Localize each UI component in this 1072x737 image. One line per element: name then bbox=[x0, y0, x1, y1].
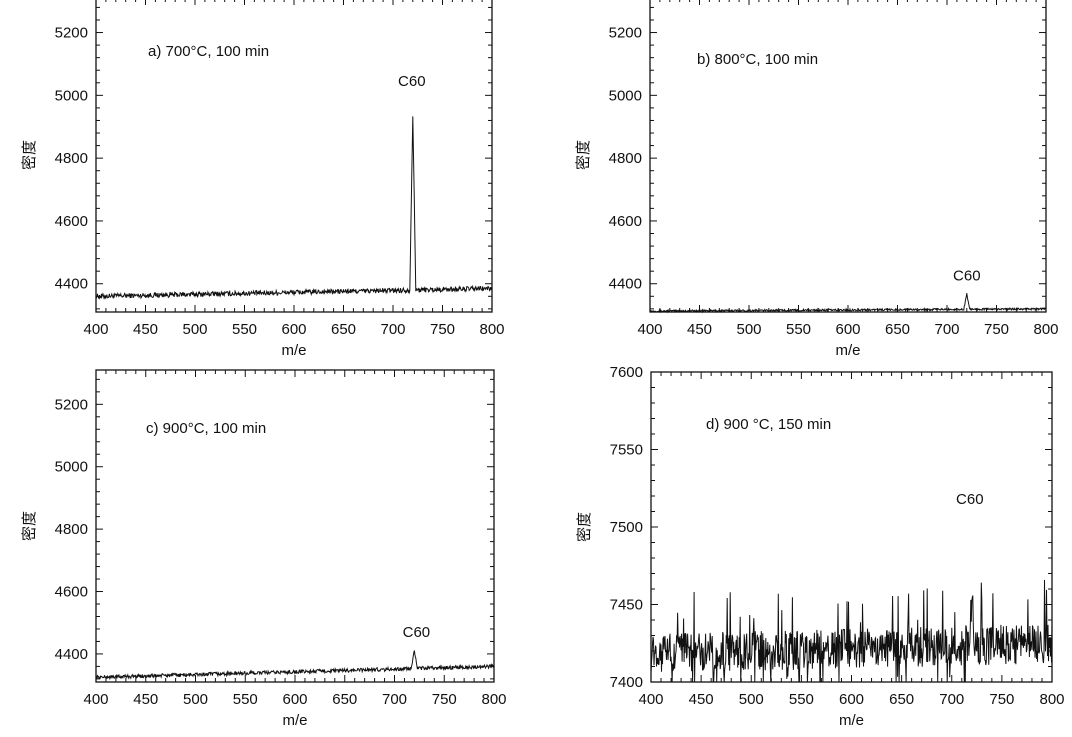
x-tick-label: 650 bbox=[889, 691, 914, 708]
spectrum-series-line bbox=[650, 579, 1053, 683]
x-tick-label: 450 bbox=[133, 691, 158, 708]
y-tick-label: 7550 bbox=[610, 442, 643, 459]
x-tick-label: 550 bbox=[786, 321, 811, 338]
x-tick-label: 550 bbox=[233, 691, 258, 708]
y-tick-label: 5000 bbox=[609, 87, 642, 104]
y-axis-label: 密度 bbox=[575, 140, 592, 170]
spectrum-series-line bbox=[649, 293, 1047, 314]
panel-title: a) 700°C, 100 min bbox=[148, 43, 269, 60]
x-tick-label: 500 bbox=[182, 321, 207, 338]
x-tick-label: 450 bbox=[687, 321, 712, 338]
x-tick-label: 400 bbox=[637, 321, 662, 338]
x-tick-label: 450 bbox=[689, 691, 714, 708]
peak-annotation-c60: C60 bbox=[953, 268, 981, 285]
y-tick-label: 4400 bbox=[55, 276, 88, 293]
y-tick-label: 4400 bbox=[609, 276, 642, 293]
x-tick-label: 450 bbox=[133, 321, 158, 338]
y-tick-label: 4800 bbox=[55, 150, 88, 167]
x-tick-label: 550 bbox=[789, 691, 814, 708]
chart-panel-3: 400 450 500 550 600 650 700 750 800 4400 4600 4800 5… bbox=[21, 369, 507, 729]
y-tick-label: 7600 bbox=[610, 364, 643, 381]
y-tick-label: 4600 bbox=[55, 584, 88, 601]
chart-panel-4: 400 450 500 550 600 650 700 750 800 7400 7450 7500 7… bbox=[576, 364, 1065, 729]
x-tick-label: 700 bbox=[382, 691, 407, 708]
panel-title: d) 900 °C, 150 min bbox=[706, 416, 831, 433]
x-tick-label: 600 bbox=[835, 321, 860, 338]
x-axis-label: m/e bbox=[839, 712, 864, 729]
x-axis-label: m/e bbox=[282, 712, 307, 729]
x-tick-label: 750 bbox=[984, 321, 1009, 338]
x-tick-label: 600 bbox=[282, 691, 307, 708]
chart-panel-1: 400 450 500 550 600 650 700 750 800 4400 4600 4800 5… bbox=[21, 0, 505, 359]
y-tick-label: 5000 bbox=[55, 87, 88, 104]
y-tick-label: 5200 bbox=[55, 25, 88, 42]
x-axis-label: m/e bbox=[281, 342, 306, 359]
y-tick-label: 7400 bbox=[610, 674, 643, 691]
peak-annotation-c60: C60 bbox=[398, 73, 426, 90]
y-tick-label: 4600 bbox=[609, 213, 642, 230]
y-tick-label: 4600 bbox=[55, 213, 88, 230]
x-tick-label: 650 bbox=[331, 321, 356, 338]
x-tick-label: 650 bbox=[332, 691, 357, 708]
y-tick-label: 5000 bbox=[55, 459, 88, 476]
panel-title: b) 800°C, 100 min bbox=[697, 51, 818, 68]
x-axis-label: m/e bbox=[835, 342, 860, 359]
y-axis-label: 密度 bbox=[576, 512, 593, 542]
y-tick-label: 7500 bbox=[610, 519, 643, 536]
x-tick-label: 750 bbox=[432, 691, 457, 708]
x-tick-label: 600 bbox=[281, 321, 306, 338]
x-tick-label: 400 bbox=[638, 691, 663, 708]
x-tick-label: 400 bbox=[83, 691, 108, 708]
panel-title: c) 900°C, 100 min bbox=[146, 420, 266, 437]
spectrum-series-line bbox=[95, 650, 495, 681]
x-tick-label: 800 bbox=[1033, 321, 1058, 338]
x-tick-label: 800 bbox=[1039, 691, 1064, 708]
y-tick-label: 4800 bbox=[55, 521, 88, 538]
x-tick-label: 800 bbox=[479, 321, 504, 338]
y-axis-label: 密度 bbox=[21, 140, 38, 170]
x-tick-label: 650 bbox=[885, 321, 910, 338]
y-tick-label: 7450 bbox=[610, 597, 643, 614]
x-tick-label: 800 bbox=[481, 691, 506, 708]
x-tick-label: 550 bbox=[232, 321, 257, 338]
peak-annotation-c60: C60 bbox=[403, 624, 431, 641]
spectrum-series-line bbox=[95, 116, 493, 300]
x-tick-label: 700 bbox=[380, 321, 405, 338]
x-tick-label: 700 bbox=[934, 321, 959, 338]
y-tick-label: 4400 bbox=[55, 646, 88, 663]
plot-frame bbox=[95, 369, 495, 683]
x-tick-label: 600 bbox=[839, 691, 864, 708]
x-tick-label: 400 bbox=[83, 321, 108, 338]
x-tick-label: 750 bbox=[430, 321, 455, 338]
x-tick-label: 750 bbox=[989, 691, 1014, 708]
x-tick-label: 500 bbox=[736, 321, 761, 338]
y-axis-label: 密度 bbox=[21, 511, 38, 541]
y-tick-label: 4800 bbox=[609, 150, 642, 167]
x-tick-label: 700 bbox=[939, 691, 964, 708]
x-tick-label: 500 bbox=[739, 691, 764, 708]
chart-panel-2: 400 450 500 550 600 650 700 750 800 4400 4600 4800 5… bbox=[575, 0, 1059, 359]
peak-annotation-c60: C60 bbox=[956, 491, 984, 508]
x-tick-label: 500 bbox=[183, 691, 208, 708]
y-tick-label: 5200 bbox=[55, 396, 88, 413]
plot-frame bbox=[649, 0, 1047, 313]
y-tick-label: 5200 bbox=[609, 25, 642, 42]
